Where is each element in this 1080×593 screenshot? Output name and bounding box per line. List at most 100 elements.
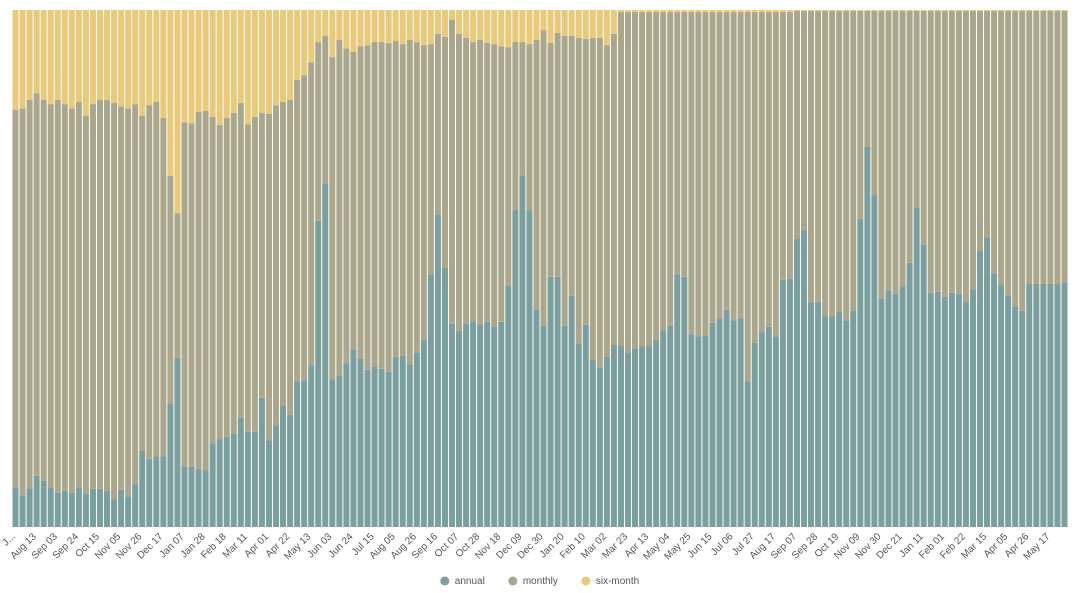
bar-segment (434, 33, 441, 215)
bar-segment (350, 10, 357, 52)
bar-segment (146, 458, 153, 527)
bar-segment (19, 495, 26, 527)
bar-segment (96, 99, 104, 489)
bar-segment (822, 10, 829, 12)
bar-segment (554, 32, 561, 277)
bar-segment (519, 42, 526, 176)
bar-segment (216, 124, 223, 440)
bar-segment (688, 334, 695, 527)
bar-segment (188, 467, 195, 527)
bar-segment (512, 10, 519, 43)
bar-segment (202, 10, 209, 111)
bar-segment (793, 10, 800, 12)
bar-segment (800, 11, 808, 231)
bar-segment (167, 10, 174, 176)
bar-segment (695, 10, 702, 13)
bar-segment (385, 43, 392, 372)
bar-segment (364, 369, 371, 527)
bar-segment (660, 331, 667, 527)
bar-segment (667, 325, 674, 527)
bar-segment (406, 39, 413, 365)
bar-segment (26, 99, 33, 489)
bar-segment (1012, 10, 1019, 12)
bar-segment (329, 10, 336, 58)
bar-segment (639, 10, 646, 13)
bar-segment (948, 11, 955, 293)
bar-segment (1054, 10, 1061, 12)
bar-segment (688, 12, 695, 335)
bar-segment (892, 11, 899, 294)
bar-segment (998, 285, 1005, 527)
bar-segment (202, 110, 209, 471)
bar-segment (54, 99, 61, 493)
bar-segment (399, 355, 406, 527)
bar-segment (512, 42, 519, 211)
bar-segment (308, 62, 315, 366)
bar-segment (456, 33, 463, 332)
bar-segment (857, 10, 864, 12)
bar-segment (272, 105, 280, 426)
bar-segment (104, 99, 111, 491)
bar-segment (617, 346, 624, 527)
bar-segment (146, 10, 153, 106)
bar-segment (12, 109, 19, 488)
bar-segment (427, 44, 434, 275)
bar-segment (695, 12, 702, 337)
bar-segment (962, 302, 969, 527)
bar-segment (125, 108, 132, 498)
bar-segment (89, 104, 96, 489)
bar-segment (554, 10, 561, 33)
bar-segment (871, 195, 878, 527)
bar-segment (998, 10, 1005, 12)
bar-segment (89, 488, 96, 527)
bar-segment (786, 10, 793, 13)
bar-segment (723, 309, 730, 527)
bar-segment (448, 10, 456, 20)
bar-segment (624, 12, 632, 353)
bar-segment (955, 10, 962, 12)
bar-segment (667, 10, 674, 13)
bar-segment (174, 213, 181, 358)
bar-segment (850, 10, 857, 12)
bar-segment (800, 10, 808, 12)
bar-segment (280, 102, 287, 407)
bar-segment (399, 10, 406, 45)
bar-segment (61, 104, 68, 491)
bar-segment (441, 10, 448, 37)
bar-segment (329, 379, 336, 527)
bar-segment (976, 10, 984, 12)
bar-segment (857, 11, 864, 219)
bar-segment (709, 10, 716, 13)
bar-segment (737, 10, 744, 13)
bar-segment (1047, 10, 1054, 12)
bar-segment (371, 42, 378, 367)
bar-segment (913, 11, 920, 209)
bar-segment (301, 10, 308, 76)
bar-segment (786, 12, 793, 279)
bar-segment (343, 48, 350, 364)
bar-segment (751, 12, 758, 343)
bar-segment (336, 10, 343, 40)
bar-segment (632, 348, 639, 527)
bar-segment (350, 349, 357, 527)
bar-segment (26, 10, 33, 100)
bar-segment (1012, 306, 1019, 527)
bar-segment (906, 11, 913, 263)
bar-segment (385, 10, 392, 44)
bar-segment (969, 10, 976, 12)
bar-segment (1061, 10, 1068, 12)
bar-segment (547, 43, 554, 277)
bar-segment (96, 488, 104, 527)
bar-segment (589, 37, 596, 361)
bar-segment (272, 425, 280, 527)
legend-label: annual (455, 576, 485, 587)
bar-segment (272, 10, 280, 106)
bar-segment (68, 108, 75, 493)
bar-segment (301, 380, 308, 527)
bar-segment (160, 118, 167, 457)
bar-segment (174, 10, 181, 214)
bar-segment (216, 439, 223, 527)
bar-segment (463, 323, 470, 527)
bar-segment (40, 10, 47, 100)
bar-segment (181, 467, 188, 527)
